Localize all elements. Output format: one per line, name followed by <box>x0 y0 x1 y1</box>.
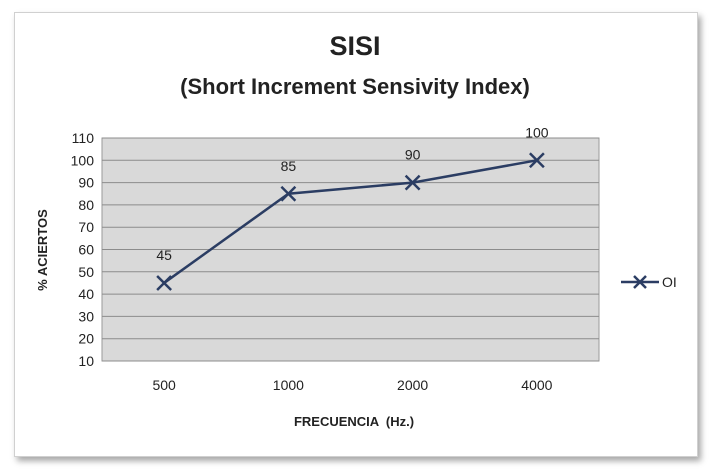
legend-label: OI <box>662 274 677 290</box>
data-point-marker <box>280 185 297 202</box>
y-tick-label: 50 <box>78 264 94 280</box>
data-label: 45 <box>156 247 172 263</box>
y-tick-label: 40 <box>78 286 94 302</box>
data-label: 90 <box>405 147 421 163</box>
legend: OI <box>621 274 677 290</box>
y-tick-label: 60 <box>78 242 94 258</box>
chart-title: SISI <box>329 31 380 61</box>
data-point-marker <box>528 152 545 169</box>
x-tick-label: 4000 <box>521 377 552 393</box>
data-label: 100 <box>525 124 549 140</box>
y-tick-label: 80 <box>78 197 94 213</box>
x-axis-label: FRECUENCIA (Hz.) <box>294 414 414 429</box>
data-label: 85 <box>281 158 297 174</box>
y-tick-label: 100 <box>71 152 95 168</box>
y-tick-label: 110 <box>72 130 95 146</box>
y-tick-label: 70 <box>78 219 94 235</box>
series-oi <box>156 152 545 291</box>
y-axis-label: % ACIERTOS <box>35 209 50 291</box>
y-tick-label: 90 <box>78 175 94 191</box>
legend-marker <box>633 275 647 289</box>
x-tick-labels: 500 1000 2000 4000 <box>152 377 552 393</box>
y-tick-label: 30 <box>78 308 94 324</box>
x-tick-label: 1000 <box>273 377 304 393</box>
data-point-marker <box>404 174 421 191</box>
data-labels: 45 85 90 100 <box>156 124 548 263</box>
x-tick-label: 500 <box>152 377 176 393</box>
series-line <box>163 159 538 284</box>
data-point-marker <box>156 275 173 291</box>
y-tick-label: 20 <box>78 331 94 347</box>
y-tick-label: 10 <box>78 353 94 369</box>
gridlines <box>102 137 599 362</box>
x-tick-label: 2000 <box>397 377 428 393</box>
y-tick-labels: 10 20 30 40 50 60 70 80 90 100 110 <box>71 130 95 369</box>
chart-subtitle: (Short Increment Sensivity Index) <box>180 74 530 99</box>
